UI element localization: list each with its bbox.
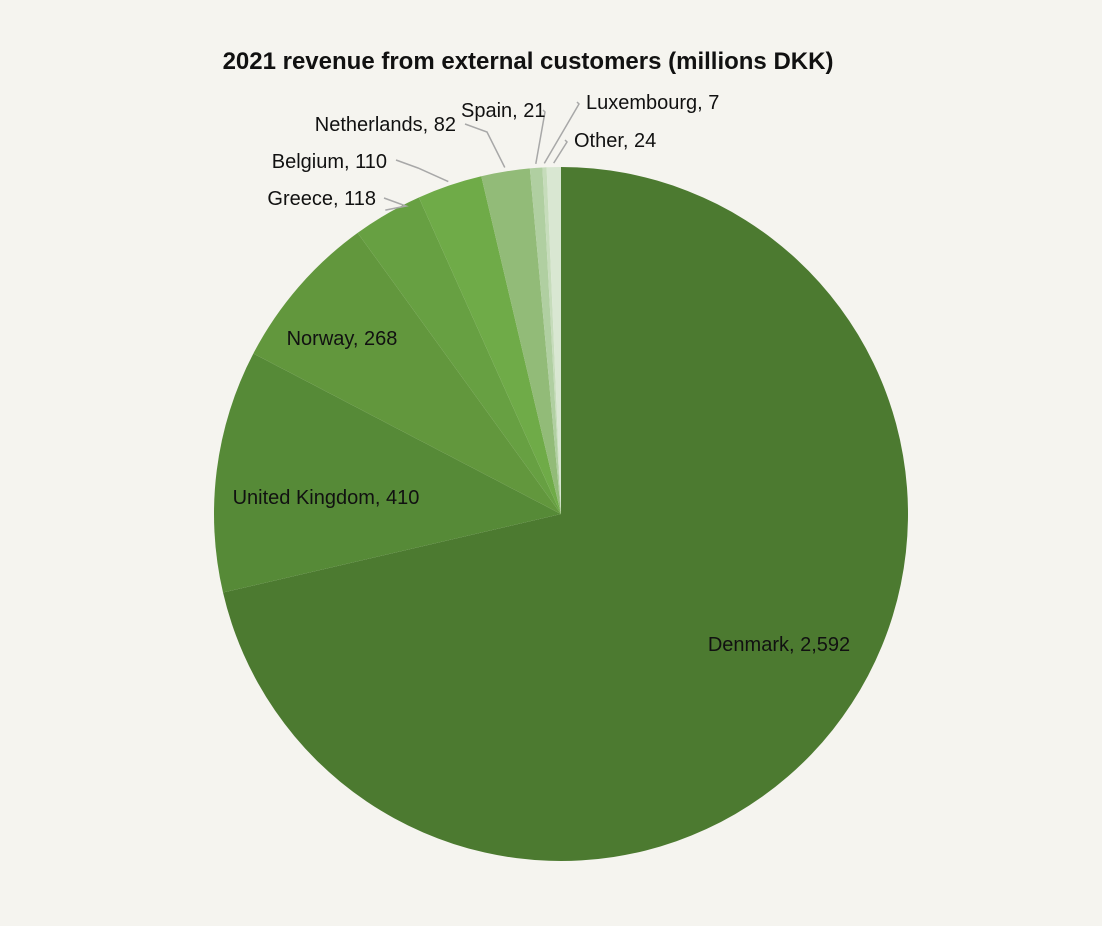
pie-slice-7 — [542, 167, 561, 515]
slice-label-4: Belgium, 110 — [272, 151, 387, 173]
slice-label-8: Other, 24 — [574, 130, 656, 152]
leader-line-3 — [383, 197, 409, 211]
slice-label-0: Denmark, 2,592 — [708, 634, 850, 656]
slice-label-2: Norway, 268 — [287, 328, 398, 350]
pie-slice-1 — [214, 353, 562, 593]
pie-slice-6 — [529, 167, 561, 514]
pie-slice-2 — [253, 232, 562, 514]
pie-slice-0 — [223, 167, 909, 861]
slice-label-5: Netherlands, 82 — [315, 114, 456, 136]
pie-slices — [214, 167, 909, 861]
leader-line-4 — [395, 159, 449, 183]
pie-slice-8 — [546, 167, 561, 514]
pie-slice-5 — [481, 168, 561, 514]
leader-line-5 — [464, 123, 506, 168]
leader-line-8 — [553, 139, 568, 164]
leader-lines — [383, 101, 580, 211]
slice-labels: Denmark, 2,592 United Kingdom, 410 Norway,… — [233, 92, 851, 656]
pie-slice-3 — [357, 197, 561, 514]
slice-label-1: United Kingdom, 410 — [233, 487, 420, 509]
chart-title: 2021 revenue from external customers (mi… — [223, 48, 834, 75]
slice-label-6: Spain, 21 — [461, 100, 546, 122]
pie-slice-4 — [418, 176, 561, 514]
leader-line-7 — [543, 101, 580, 164]
slice-label-3: Greece, 118 — [267, 188, 376, 210]
leader-line-6 — [535, 109, 546, 165]
slice-label-7: Luxembourg, 7 — [586, 92, 719, 114]
